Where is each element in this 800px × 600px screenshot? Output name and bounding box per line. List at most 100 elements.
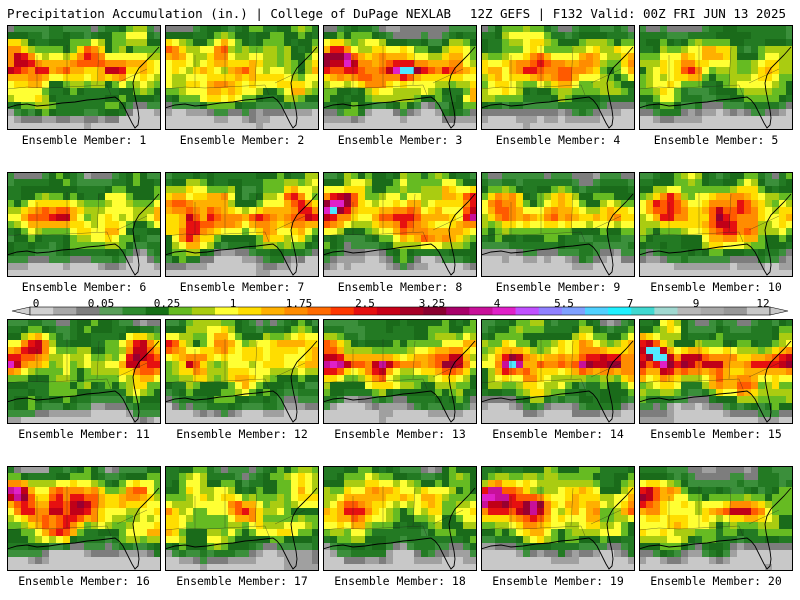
ensemble-member-map <box>639 172 793 277</box>
ensemble-member-map <box>639 25 793 130</box>
precipitation-field <box>323 466 477 571</box>
precipitation-field <box>165 466 319 571</box>
state-borders <box>639 339 780 390</box>
state-borders <box>481 486 622 537</box>
scale-color-swatch <box>723 307 748 315</box>
state-borders <box>639 486 780 537</box>
precipitation-field <box>323 172 477 277</box>
scale-color-swatch <box>30 307 54 315</box>
ensemble-member-label: Ensemble Member: 18 <box>334 574 466 588</box>
ensemble-member-label: Ensemble Member: 10 <box>650 280 782 294</box>
ensemble-member-map <box>481 25 635 130</box>
state-borders <box>323 192 464 243</box>
ensemble-member-map <box>7 466 161 571</box>
coastline <box>323 193 476 276</box>
coastline <box>639 193 792 276</box>
color-scale-bar <box>11 306 789 316</box>
ensemble-member-label: Ensemble Member: 9 <box>495 280 621 294</box>
state-borders <box>165 486 306 537</box>
ensemble-member-map <box>481 319 635 424</box>
state-borders <box>323 339 464 390</box>
scale-color-swatch <box>99 307 123 315</box>
coastline <box>323 340 476 423</box>
precipitation-field <box>481 25 635 130</box>
precipitation-field <box>7 319 161 424</box>
state-borders <box>165 192 306 243</box>
scale-arrow-low <box>11 306 31 316</box>
state-borders <box>481 192 622 243</box>
scale-tick-label: 3.25 <box>418 297 446 310</box>
coastline <box>7 340 160 423</box>
scale-color-swatch <box>238 307 262 315</box>
scale-color-swatch <box>168 307 193 315</box>
coastline <box>323 46 476 129</box>
scale-color-swatch <box>538 307 563 315</box>
scale-color-swatch <box>261 307 285 315</box>
ensemble-member-map <box>165 319 319 424</box>
scale-color-swatch <box>677 307 701 315</box>
scale-color-swatch <box>446 307 470 315</box>
coastline <box>639 46 792 129</box>
coastline <box>639 340 792 423</box>
scale-arrow-high <box>769 306 789 316</box>
scale-color-swatch <box>215 307 239 315</box>
coastline <box>639 487 792 570</box>
scale-color-swatch <box>585 307 609 315</box>
coastline <box>481 46 634 129</box>
scale-color-swatch <box>145 307 170 315</box>
state-borders <box>165 45 306 96</box>
precipitation-field <box>7 25 161 130</box>
ensemble-member-label: Ensemble Member: 16 <box>18 574 150 588</box>
coastline <box>165 340 318 423</box>
scale-tick-label: 9 <box>692 297 700 310</box>
precipitation-field <box>7 172 161 277</box>
ensemble-member-map <box>165 466 319 571</box>
ensemble-member-label: Ensemble Member: 19 <box>492 574 624 588</box>
precipitation-field <box>165 319 319 424</box>
scale-tick-label: 4 <box>493 297 501 310</box>
scale-color-swatch <box>631 307 655 315</box>
coastline <box>481 193 634 276</box>
coastline <box>165 46 318 129</box>
ensemble-member-map <box>639 319 793 424</box>
scale-color-swatch <box>423 307 447 315</box>
state-borders <box>639 45 780 96</box>
state-borders <box>7 486 148 537</box>
model-run-valid-time: 12Z GEFS | F132 Valid: 00Z FRI JUN 13 20… <box>469 6 786 21</box>
state-borders <box>639 192 780 243</box>
scale-color-swatch <box>746 307 771 315</box>
scale-tick-label: 1 <box>229 297 237 310</box>
state-borders <box>481 339 622 390</box>
scale-tick-label: 0.25 <box>153 297 181 310</box>
ensemble-member-label: Ensemble Member: 2 <box>179 133 305 147</box>
scale-color-swatch <box>400 307 424 315</box>
scale-color-swatch <box>76 307 100 315</box>
ensemble-member-label: Ensemble Member: 7 <box>179 280 305 294</box>
coastline <box>165 487 318 570</box>
precipitation-field <box>481 319 635 424</box>
coastline <box>7 193 160 276</box>
precipitation-field <box>323 25 477 130</box>
state-borders <box>165 339 306 390</box>
ensemble-member-map <box>7 319 161 424</box>
state-borders <box>323 45 464 96</box>
scale-color-swatch <box>330 307 355 315</box>
ensemble-member-label: Ensemble Member: 11 <box>18 427 150 441</box>
scale-color-swatch <box>284 307 308 315</box>
scale-color-swatch <box>469 307 493 315</box>
state-borders <box>323 486 464 537</box>
scale-tick-label: 5.5 <box>554 297 574 310</box>
scale-color-swatch <box>515 307 540 315</box>
ensemble-member-map <box>481 466 635 571</box>
state-borders <box>7 339 148 390</box>
scale-color-swatch <box>654 307 678 315</box>
precipitation-field <box>639 319 793 424</box>
ensemble-member-map <box>639 466 793 571</box>
coastline <box>481 487 634 570</box>
scale-color-swatch <box>561 307 586 315</box>
ensemble-member-label: Ensemble Member: 14 <box>492 427 624 441</box>
state-borders <box>481 45 622 96</box>
precipitation-field <box>639 172 793 277</box>
ensemble-member-label: Ensemble Member: 6 <box>21 280 147 294</box>
scale-tick-label: 12 <box>756 297 770 310</box>
